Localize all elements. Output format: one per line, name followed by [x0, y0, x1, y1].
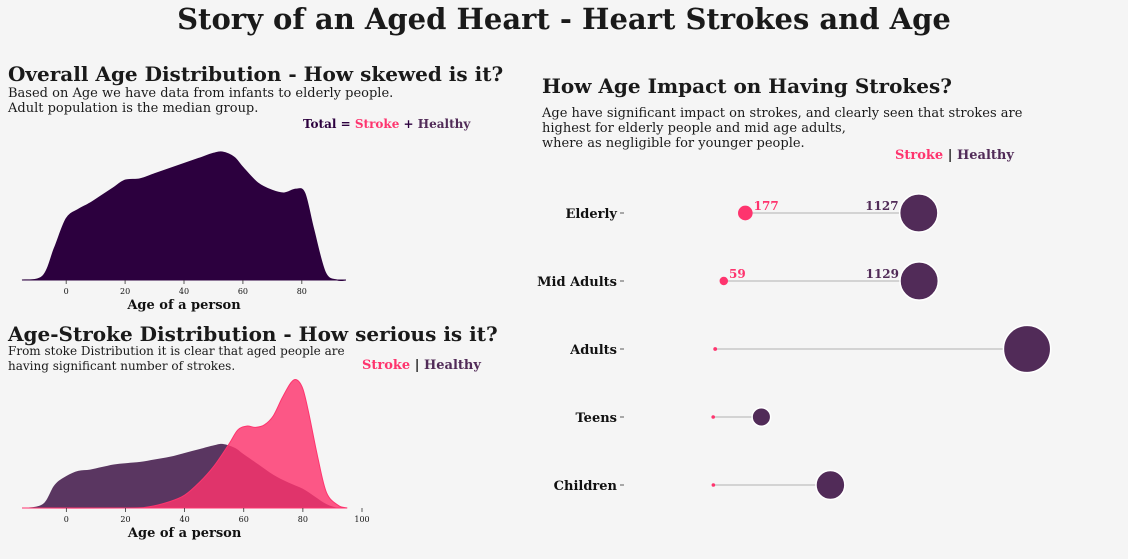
panel3-title: How Age Impact on Having Strokes? — [542, 74, 952, 98]
x-axis-tick-label: 60 — [238, 287, 248, 296]
legend-healthy: Healthy — [424, 358, 481, 373]
panel1-legend: Total = Stroke + Healthy — [303, 117, 470, 131]
x-axis-tick-label: 0 — [64, 515, 69, 524]
healthy-dot-children — [815, 469, 846, 501]
healthy-value-label: 1127 — [865, 199, 898, 213]
category-label-children: Children — [554, 479, 618, 494]
x-axis-tick-label: 60 — [239, 515, 249, 524]
stroke-value-label: 177 — [754, 199, 779, 213]
panel1-title: Overall Age Distribution - How skewed is… — [8, 62, 504, 86]
legend-healthy: Healthy — [957, 148, 1014, 163]
x-axis-tick-label: 20 — [120, 515, 130, 524]
legend-healthy: Healthy — [417, 117, 471, 131]
x-axis-tick-label: 40 — [180, 515, 190, 524]
healthy-dot-elderly — [898, 193, 939, 233]
legend-plus: + — [403, 117, 414, 131]
panel1-desc-line2: Adult population is the median group. — [8, 101, 259, 116]
main-title: Story of an Aged Heart - Heart Strokes a… — [177, 2, 951, 36]
x-axis-tick-label: 20 — [120, 287, 130, 296]
category-label-mid-adults: Mid Adults — [537, 275, 617, 290]
category-label-teens: Teens — [576, 411, 618, 426]
panel3-desc-line3: where as negligible for younger people. — [542, 136, 805, 151]
x-axis-tick-label: 100 — [354, 515, 369, 524]
category-label-elderly: Elderly — [565, 207, 617, 222]
legend-separator: | — [414, 358, 420, 373]
stroke-dot-adults — [713, 347, 718, 351]
panel3-desc-line2: highest for elderly people and mid age a… — [542, 121, 846, 136]
panel2-desc-line2: having significant number of strokes. — [8, 359, 236, 373]
healthy-dot-mid-adults — [899, 261, 940, 301]
panel1-desc-line1: Based on Age we have data from infants t… — [8, 86, 394, 101]
x-axis-label: Age of a person — [127, 526, 242, 541]
healthy-dot-adults — [1002, 324, 1052, 374]
density-area-total — [21, 151, 347, 282]
x-axis-tick-label: 80 — [298, 515, 308, 524]
legend-stroke: Stroke — [354, 117, 400, 131]
healthy-dot-teens — [751, 406, 772, 428]
legend-separator: | — [947, 148, 953, 163]
stroke-value-label: 59 — [729, 267, 746, 281]
panel3-legend: Stroke | Healthy — [895, 148, 1014, 163]
healthy-value-label: 1129 — [866, 267, 899, 281]
legend-stroke: Stroke — [895, 148, 944, 163]
stroke-dot-elderly — [738, 205, 753, 221]
legend-total: Total — [303, 117, 337, 131]
stroke-dot-mid-adults — [719, 276, 728, 286]
x-axis-tick-label: 40 — [179, 287, 189, 296]
legend-equals: = — [340, 117, 351, 131]
stroke-dot-teens — [711, 415, 715, 419]
category-label-adults: Adults — [569, 343, 617, 358]
panel2-title: Age-Stroke Distribution - How serious is… — [8, 322, 498, 346]
x-axis-tick-label: 0 — [64, 287, 69, 296]
stroke-dot-children — [711, 483, 716, 487]
x-axis-label: Age of a person — [126, 298, 241, 313]
panel2-desc-line1: From stoke Distribution it is clear that… — [8, 344, 345, 358]
x-axis-tick-label: 80 — [297, 287, 307, 296]
panel2-legend: Stroke | Healthy — [362, 358, 481, 373]
legend-stroke: Stroke — [362, 358, 411, 373]
panel3-desc-line1: Age have significant impact on strokes, … — [542, 106, 1023, 121]
density-area-stroke — [21, 379, 348, 509]
